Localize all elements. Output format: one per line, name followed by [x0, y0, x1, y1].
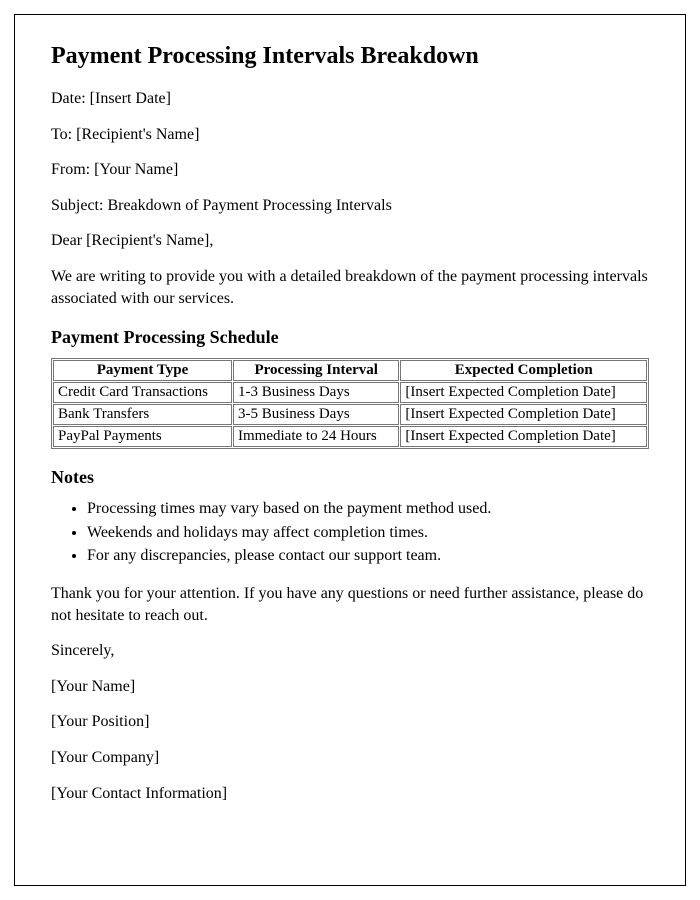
- table-header-row: Payment Type Processing Interval Expecte…: [53, 360, 647, 381]
- col-payment-type: Payment Type: [53, 360, 232, 381]
- to-line: To: [Recipient's Name]: [51, 124, 649, 146]
- page-title: Payment Processing Intervals Breakdown: [51, 43, 649, 70]
- signature-name: [Your Name]: [51, 676, 649, 698]
- date-value: [Insert Date]: [90, 90, 171, 107]
- closing-paragraph: Thank you for your attention. If you hav…: [51, 583, 649, 626]
- schedule-table: Payment Type Processing Interval Expecte…: [51, 358, 649, 449]
- signature-company: [Your Company]: [51, 747, 649, 769]
- date-line: Date: [Insert Date]: [51, 88, 649, 110]
- document-page: Payment Processing Intervals Breakdown D…: [14, 14, 686, 886]
- subject-label: Subject:: [51, 197, 107, 214]
- to-label: To:: [51, 126, 76, 143]
- cell-processing-interval: 1-3 Business Days: [233, 382, 399, 403]
- list-item: For any discrepancies, please contact ou…: [87, 545, 649, 567]
- notes-heading: Notes: [51, 467, 649, 488]
- cell-payment-type: Bank Transfers: [53, 404, 232, 425]
- intro-paragraph: We are writing to provide you with a det…: [51, 266, 649, 309]
- to-value: [Recipient's Name]: [76, 126, 199, 143]
- signature-position: [Your Position]: [51, 711, 649, 733]
- schedule-heading: Payment Processing Schedule: [51, 327, 649, 348]
- signature-contact: [Your Contact Information]: [51, 783, 649, 805]
- notes-list: Processing times may vary based on the p…: [51, 498, 649, 567]
- list-item: Weekends and holidays may affect complet…: [87, 522, 649, 544]
- table-row: Bank Transfers 3-5 Business Days [Insert…: [53, 404, 647, 425]
- subject-value: Breakdown of Payment Processing Interval…: [107, 197, 391, 214]
- cell-expected-completion: [Insert Expected Completion Date]: [400, 404, 647, 425]
- col-processing-interval: Processing Interval: [233, 360, 399, 381]
- cell-processing-interval: 3-5 Business Days: [233, 404, 399, 425]
- cell-payment-type: PayPal Payments: [53, 426, 232, 447]
- col-expected-completion: Expected Completion: [400, 360, 647, 381]
- page-wrapper: Payment Processing Intervals Breakdown D…: [0, 0, 700, 900]
- cell-expected-completion: [Insert Expected Completion Date]: [400, 382, 647, 403]
- subject-line: Subject: Breakdown of Payment Processing…: [51, 195, 649, 217]
- table-row: Credit Card Transactions 1-3 Business Da…: [53, 382, 647, 403]
- signoff: Sincerely,: [51, 640, 649, 662]
- date-label: Date:: [51, 90, 90, 107]
- table-row: PayPal Payments Immediate to 24 Hours [I…: [53, 426, 647, 447]
- cell-payment-type: Credit Card Transactions: [53, 382, 232, 403]
- from-line: From: [Your Name]: [51, 159, 649, 181]
- cell-processing-interval: Immediate to 24 Hours: [233, 426, 399, 447]
- cell-expected-completion: [Insert Expected Completion Date]: [400, 426, 647, 447]
- list-item: Processing times may vary based on the p…: [87, 498, 649, 520]
- salutation: Dear [Recipient's Name],: [51, 230, 649, 252]
- from-value: [Your Name]: [94, 161, 178, 178]
- from-label: From:: [51, 161, 94, 178]
